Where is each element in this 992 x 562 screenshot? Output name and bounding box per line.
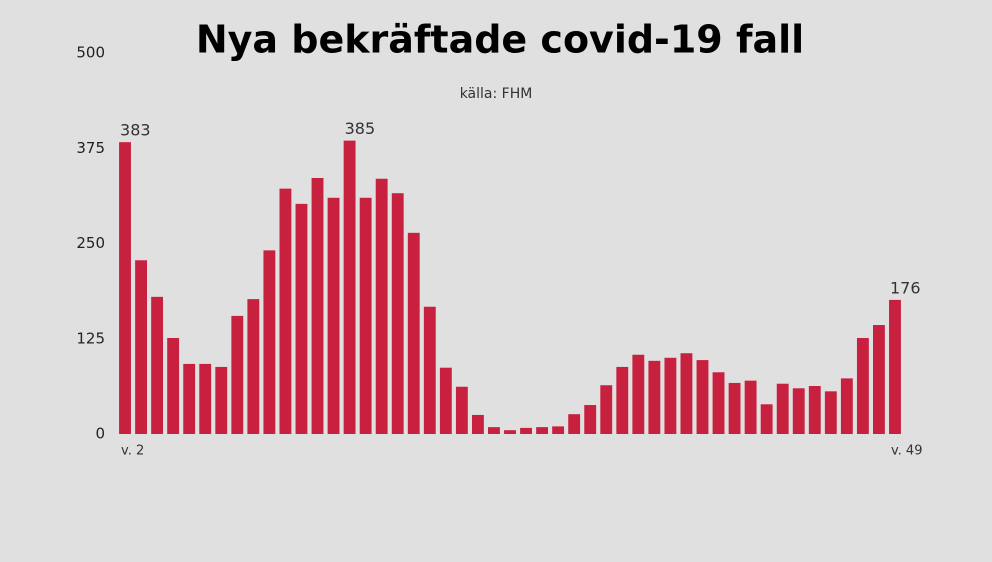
y-tick-label: 250 (76, 234, 105, 252)
bar (327, 197, 340, 434)
bar (359, 197, 372, 434)
bar (568, 414, 581, 434)
y-tick-label: 500 (76, 44, 105, 62)
bar (407, 232, 420, 434)
bar (728, 382, 741, 434)
bar (584, 405, 597, 434)
bar (600, 385, 613, 434)
bar (471, 414, 484, 434)
bar (712, 372, 725, 434)
bar (632, 354, 645, 434)
bar (808, 385, 821, 434)
bar (616, 366, 629, 434)
bar (279, 188, 292, 434)
bar (439, 367, 452, 434)
bar (215, 366, 228, 434)
bar (135, 260, 147, 434)
bar (183, 363, 196, 434)
bar (247, 299, 260, 434)
x-tick-label: v. 49 (891, 444, 923, 459)
bar (375, 178, 388, 434)
bar (391, 193, 404, 434)
bar (664, 357, 677, 434)
bar (488, 427, 500, 434)
bar (760, 404, 773, 434)
bar (648, 360, 661, 434)
bar (151, 296, 164, 434)
bar (119, 142, 131, 435)
bar (696, 360, 709, 434)
bar (840, 378, 853, 434)
bar (552, 426, 565, 434)
y-tick-label: 375 (76, 139, 105, 157)
bar (199, 363, 212, 434)
bar (504, 430, 516, 434)
x-tick-label: v. 2 (121, 444, 144, 459)
y-tick-label: 0 (95, 425, 105, 443)
bar (295, 203, 308, 434)
bar (263, 250, 276, 434)
bar (873, 325, 885, 434)
bar (231, 315, 244, 434)
bar (776, 383, 789, 434)
bar (343, 140, 356, 434)
bar (520, 427, 532, 434)
bar (536, 427, 549, 434)
bar (744, 380, 757, 434)
data-label: 383 (120, 121, 151, 140)
chart-subtitle: källa: FHM (460, 86, 533, 102)
bar (856, 337, 869, 434)
y-tick-label: 125 (76, 329, 105, 347)
bar (824, 391, 837, 434)
data-label: 385 (345, 119, 376, 138)
bar (455, 386, 468, 434)
bar (423, 306, 436, 434)
bar (792, 388, 805, 434)
data-label: 176 (890, 278, 921, 297)
bar (167, 337, 180, 434)
bar (311, 177, 324, 434)
bar (889, 299, 901, 434)
chart-title: Nya bekräftade covid-19 fall (196, 18, 804, 62)
bar (680, 353, 693, 434)
